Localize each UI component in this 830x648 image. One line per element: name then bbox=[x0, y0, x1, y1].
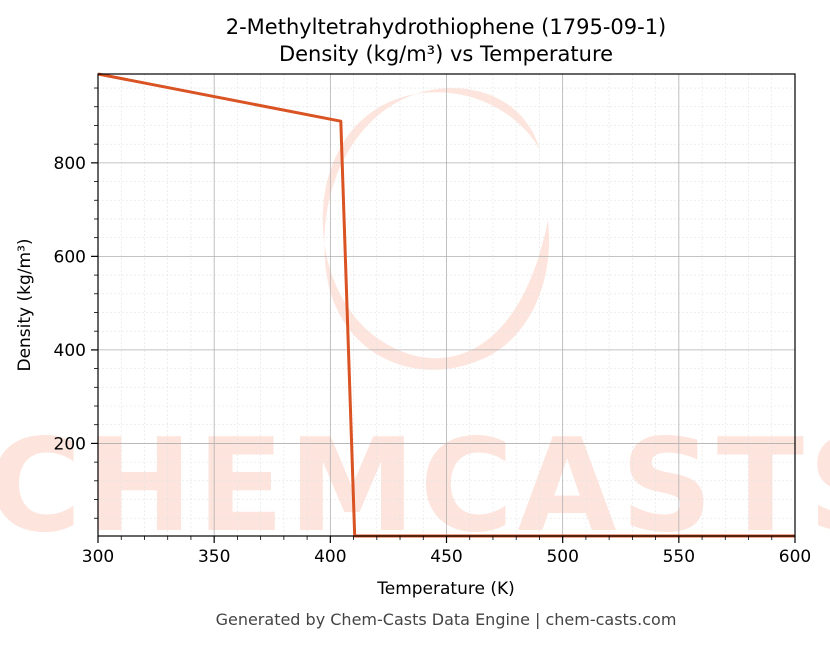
x-tick-label: 400 bbox=[314, 547, 346, 567]
x-tick-label: 450 bbox=[430, 547, 462, 567]
major-grid bbox=[98, 74, 795, 536]
chart-title-line2: Density (kg/m³) vs Temperature bbox=[279, 42, 613, 66]
axis-ticks bbox=[91, 87, 796, 543]
footer-credit: Generated by Chem-Casts Data Engine | ch… bbox=[216, 610, 677, 629]
x-axis-label: Temperature (K) bbox=[376, 579, 515, 599]
y-tick-label: 600 bbox=[54, 247, 86, 267]
y-tick-label: 800 bbox=[54, 154, 86, 174]
x-tick-label: 550 bbox=[663, 547, 695, 567]
x-tick-label: 300 bbox=[82, 547, 114, 567]
y-axis-label: Density (kg/m³) bbox=[15, 238, 35, 371]
chart-title-line1: 2-Methyltetrahydrothiophene (1795-09-1) bbox=[226, 15, 667, 39]
x-tick-label: 600 bbox=[779, 547, 811, 567]
watermark-text: CHEMCASTS bbox=[0, 412, 830, 561]
y-tick-label: 400 bbox=[54, 341, 86, 361]
tick-labels: 300 350 400 450 500 550 600 200 400 600 800 bbox=[54, 154, 812, 567]
y-tick-label: 200 bbox=[54, 434, 86, 454]
x-tick-label: 500 bbox=[546, 547, 578, 567]
x-tick-label: 350 bbox=[198, 547, 230, 567]
